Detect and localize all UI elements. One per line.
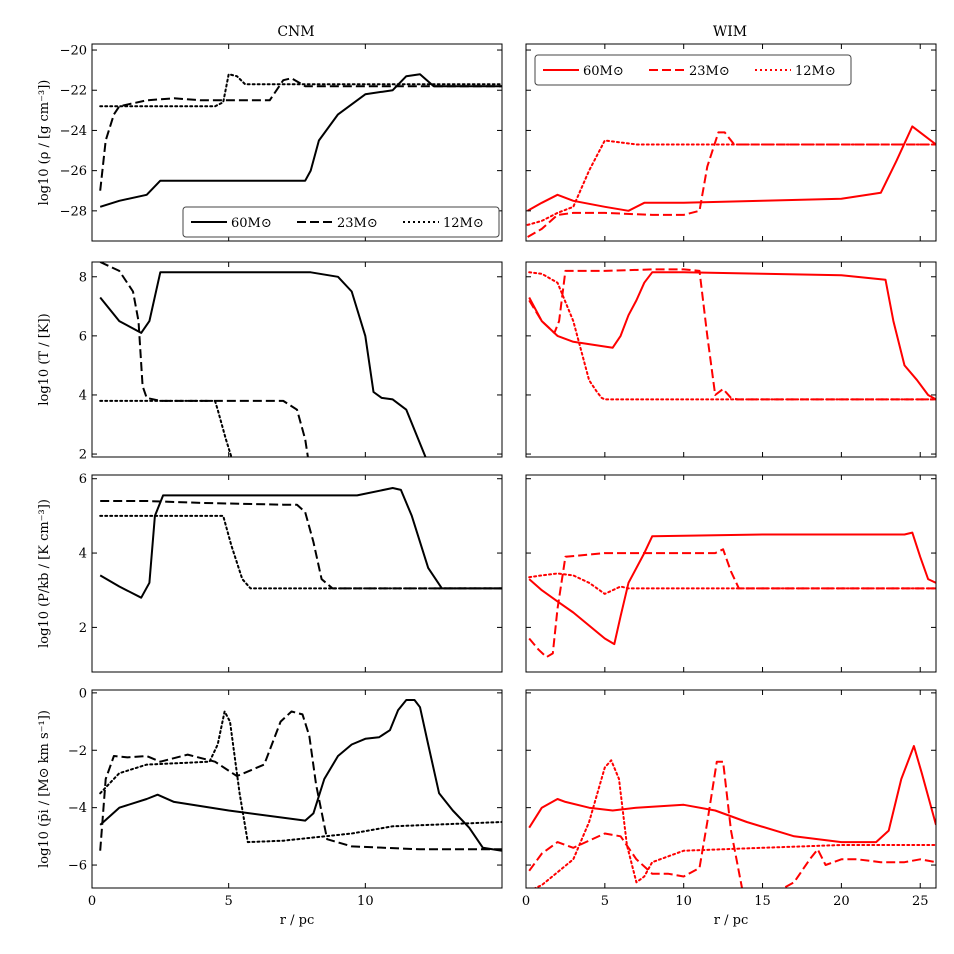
legend-label: 60M⊙ xyxy=(231,216,272,231)
axes-frame xyxy=(91,261,503,458)
series-line-dashed xyxy=(99,77,502,191)
legend-label: 12M⊙ xyxy=(443,216,484,231)
axes-frame xyxy=(91,689,503,889)
panel-CNM-temperature: 2 4 6 8 log10 (T / [K]) xyxy=(37,261,503,463)
series-line-solid xyxy=(99,73,502,208)
series-line-dotted xyxy=(99,399,233,457)
y-axis-label: log10 (T / [K]) xyxy=(37,313,52,405)
y-tick-label: 6 xyxy=(79,329,87,344)
series-line-dashed xyxy=(528,760,936,888)
y-tick-label: −4 xyxy=(68,801,87,816)
y-tick-label: −6 xyxy=(68,859,87,874)
y-tick-label: −24 xyxy=(60,124,87,139)
series-group xyxy=(99,699,502,852)
x-tick-label: 5 xyxy=(225,894,233,909)
legend: 60M⊙ 23M⊙ 12M⊙ xyxy=(182,206,500,238)
panel-WIM-pressure xyxy=(525,474,937,673)
axes-frame xyxy=(525,43,937,242)
series-line-solid xyxy=(528,271,936,401)
y-tick-label: 2 xyxy=(79,448,87,463)
x-tick-label: 0 xyxy=(88,894,96,909)
legend-frame xyxy=(534,54,852,86)
axes-frame xyxy=(525,261,937,458)
panel-CNM-pressure: 2 4 6 log10 (P/kb / [K cm⁻³]) xyxy=(37,472,503,673)
series-line-solid xyxy=(99,487,502,599)
series-line-dashed xyxy=(100,500,502,590)
y-tick-label: −20 xyxy=(60,44,87,59)
series-line-solid xyxy=(528,745,936,844)
x-tick-label: 10 xyxy=(675,894,692,909)
series-line-dotted xyxy=(99,710,502,844)
column-title-cnm: CNM xyxy=(277,24,314,40)
axes-frame xyxy=(525,689,937,889)
series-group xyxy=(99,262,427,457)
panel-WIM-momentum: 0 5 10 15 20 25 r / pc xyxy=(522,689,937,928)
y-tick-label: −28 xyxy=(60,204,87,219)
x-tick-label: 15 xyxy=(754,894,771,909)
legend-label: 23M⊙ xyxy=(689,64,730,79)
x-tick-label: 10 xyxy=(357,894,374,909)
x-tick-label: 5 xyxy=(601,894,609,909)
series-line-dotted xyxy=(528,271,936,401)
y-tick-label: 0 xyxy=(79,686,87,701)
series-line-dotted xyxy=(533,759,936,888)
legend-label: 60M⊙ xyxy=(583,64,624,79)
series-line-dashed xyxy=(528,268,936,401)
panel-WIM-density: 60M⊙ 23M⊙ 12M⊙ xyxy=(525,43,937,242)
series-group xyxy=(526,125,936,238)
series-line-dotted xyxy=(526,139,936,226)
series-line-solid xyxy=(99,699,502,852)
axes-frame xyxy=(91,474,503,673)
x-axis-label: r / pc xyxy=(714,913,748,928)
series-line-dotted xyxy=(528,572,936,595)
y-tick-label: 2 xyxy=(79,621,87,636)
series-line-dotted xyxy=(99,73,502,108)
series-line-solid xyxy=(99,271,427,457)
y-axis-label: log10 (p̄i / [M⊙ km s⁻¹]) xyxy=(37,710,52,868)
series-line-dotted xyxy=(99,514,502,590)
legend-label: 23M⊙ xyxy=(337,216,378,231)
series-line-dashed xyxy=(99,710,502,851)
series-line-dashed xyxy=(528,548,936,659)
series-line-solid xyxy=(527,125,936,212)
y-tick-label: −22 xyxy=(60,84,87,99)
series-group xyxy=(528,531,936,659)
x-axis-label: r / pc xyxy=(280,913,314,928)
panel-CNM-density: −28 −26 −24 −22 −20 log10 (ρ / [g cm⁻³]) 60M⊙ 2… xyxy=(37,43,503,242)
x-tick-label: 25 xyxy=(912,894,929,909)
series-group xyxy=(99,73,502,208)
y-tick-label: −2 xyxy=(68,744,87,759)
series-group xyxy=(528,268,936,401)
y-tick-label: −26 xyxy=(60,164,87,179)
x-tick-label: 20 xyxy=(833,894,850,909)
y-axis-label: log10 (ρ / [g cm⁻³]) xyxy=(37,80,52,206)
series-group xyxy=(528,745,936,888)
column-title-wim: WIM xyxy=(713,24,747,40)
axes-frame xyxy=(91,43,503,242)
series-line-dashed xyxy=(99,262,309,457)
panel-WIM-temperature xyxy=(525,261,937,458)
y-tick-label: 6 xyxy=(79,472,87,487)
y-tick-label: 4 xyxy=(79,388,87,403)
y-axis-label: log10 (P/kb / [K cm⁻³]) xyxy=(37,499,52,648)
axes-frame xyxy=(525,474,937,673)
series-group xyxy=(99,487,502,599)
x-tick-label: 0 xyxy=(522,894,530,909)
y-tick-label: 8 xyxy=(79,270,87,285)
legend: 60M⊙ 23M⊙ 12M⊙ xyxy=(534,54,852,86)
legend-label: 12M⊙ xyxy=(795,64,836,79)
panel-CNM-momentum: 0 5 10 −6 −4 −2 0 log10 (p̄i / [M⊙ km s⁻¹]) r / … xyxy=(37,686,503,928)
series-line-dashed xyxy=(527,131,936,238)
y-tick-label: 4 xyxy=(79,547,87,562)
legend-frame xyxy=(182,206,500,238)
